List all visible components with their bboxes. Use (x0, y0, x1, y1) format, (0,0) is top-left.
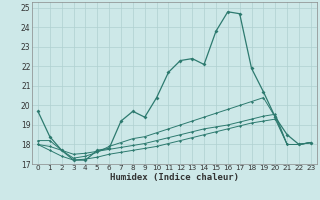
X-axis label: Humidex (Indice chaleur): Humidex (Indice chaleur) (110, 173, 239, 182)
